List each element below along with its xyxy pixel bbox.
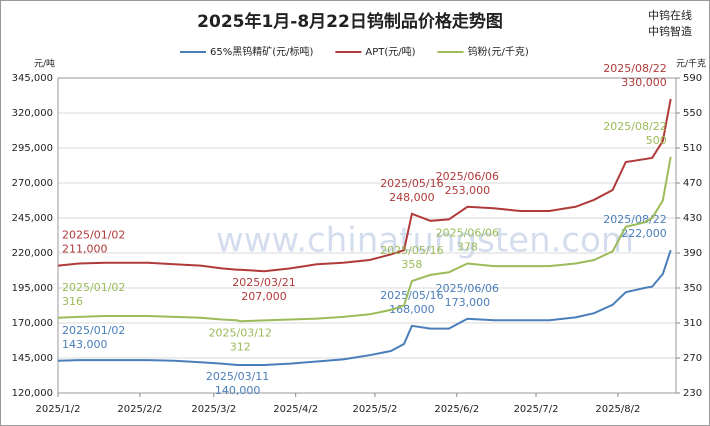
x-tick-label: 2025/6/2 (434, 404, 479, 415)
y2-tick-label: 390 (683, 248, 702, 259)
y-tick-label: 270,000 (12, 178, 53, 189)
data-label: 143,000 (62, 338, 108, 351)
y-tick-label: 320,000 (12, 108, 53, 119)
x-tick-label: 2025/2/2 (117, 404, 162, 415)
y-tick-label: 170,000 (12, 318, 53, 329)
data-label: 211,000 (62, 243, 108, 256)
annotation-date: 2025/05/16 (380, 244, 443, 257)
series-line (57, 156, 672, 323)
y-tick-label: 345,000 (12, 73, 53, 84)
y2-tick-label: 310 (683, 318, 702, 329)
data-label: 222,000 (621, 227, 667, 240)
series-line (57, 249, 672, 366)
data-label: 358 (401, 258, 422, 271)
y2-tick-label: 430 (683, 213, 702, 224)
data-label: 316 (62, 295, 83, 308)
y2-axis-title: 元/千克 (676, 59, 706, 70)
annotation-date: 2025/06/06 (436, 227, 499, 240)
data-label: 173,000 (445, 296, 491, 309)
y-tick-label: 145,000 (12, 353, 53, 364)
watermark: www.chinatungsten.com (216, 221, 634, 261)
annotation-date: 2025/08/22 (603, 120, 666, 133)
data-label: 500 (646, 134, 667, 147)
x-tick-label: 2025/3/2 (191, 404, 236, 415)
annotation-date: 2025/08/22 (603, 213, 666, 226)
y2-tick-label: 350 (683, 283, 702, 294)
y-tick-label: 220,000 (12, 248, 53, 259)
y2-tick-label: 510 (683, 143, 702, 154)
annotation-date: 2025/06/06 (436, 170, 499, 183)
brand: 中钨智造 (648, 24, 692, 38)
annotation-date: 2025/05/16 (380, 289, 443, 302)
annotation-date: 2025/01/02 (62, 324, 125, 337)
annotation-date: 2025/03/12 (209, 326, 272, 339)
data-label: 248,000 (389, 191, 435, 204)
y-axis-title: 元/吨 (34, 58, 55, 70)
y-tick-label: 295,000 (12, 143, 53, 154)
y2-tick-label: 230 (683, 388, 702, 399)
y2-tick-label: 550 (683, 108, 702, 119)
series-line (57, 98, 672, 273)
chart-title: 2025年1月-8月22日钨制品价格走势图 (197, 11, 503, 32)
data-label: 140,000 (215, 384, 261, 397)
annotation-date: 2025/03/11 (206, 370, 269, 383)
brand: 中钨在线 (648, 8, 692, 22)
legend-label: APT(元/吨) (365, 45, 415, 58)
annotation-date: 2025/03/21 (232, 276, 295, 289)
legend-label: 65%黑钨精矿(元/标吨) (210, 45, 313, 58)
x-tick-label: 2025/7/2 (514, 404, 559, 415)
data-label: 207,000 (241, 290, 287, 303)
y2-tick-label: 470 (683, 178, 702, 189)
data-label: 330,000 (621, 76, 667, 89)
data-label: 378 (457, 241, 478, 254)
y-tick-label: 120,000 (12, 388, 53, 399)
legend-label: 钨粉(元/千克) (468, 45, 529, 58)
data-label: 312 (230, 340, 251, 353)
y2-tick-label: 590 (683, 73, 702, 84)
x-tick-label: 2025/8/2 (595, 404, 640, 415)
y-tick-label: 195,000 (12, 283, 53, 294)
plot-frame (57, 77, 677, 394)
data-label: 168,000 (389, 303, 435, 316)
x-tick-label: 2025/5/2 (352, 404, 397, 415)
y2-tick-label: 270 (683, 353, 702, 364)
x-tick-label: 2025/1/2 (36, 404, 81, 415)
x-tick-label: 2025/4/2 (273, 404, 318, 415)
annotation-date: 2025/01/02 (62, 229, 125, 242)
annotation-date: 2025/05/16 (380, 177, 443, 190)
annotation-date: 2025/06/06 (436, 282, 499, 295)
annotation-date: 2025/08/22 (603, 62, 666, 75)
y-tick-label: 245,000 (12, 213, 53, 224)
data-label: 253,000 (445, 184, 491, 197)
annotation-date: 2025/01/02 (62, 281, 125, 294)
